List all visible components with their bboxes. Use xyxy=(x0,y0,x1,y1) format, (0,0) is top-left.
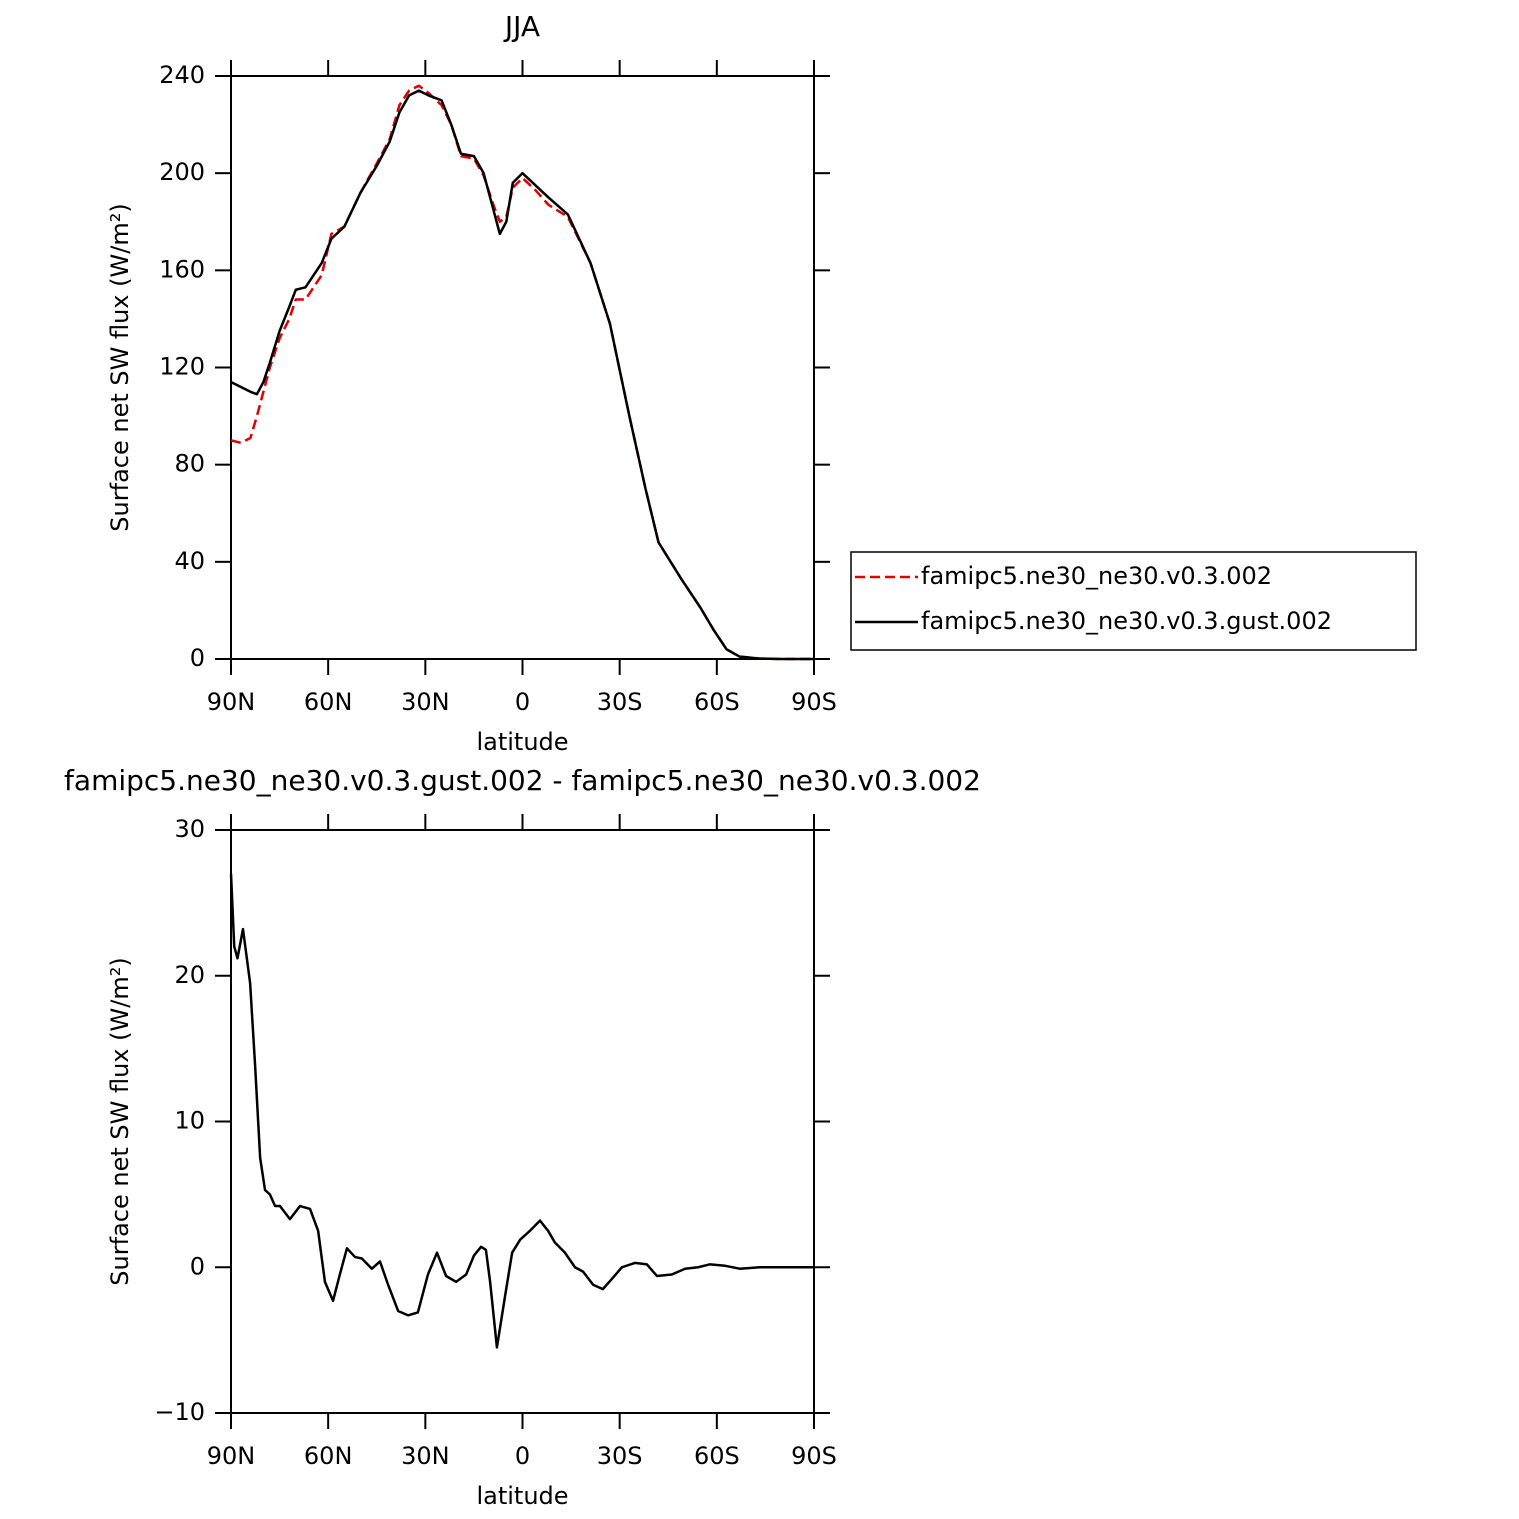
data-line xyxy=(229,873,814,1349)
x-tick-label: 90S xyxy=(791,688,837,716)
legend-label: famipc5.ne30_ne30.v0.3.002 xyxy=(921,562,1272,590)
y-tick-label: −10 xyxy=(154,1398,205,1426)
data-line xyxy=(230,84,814,661)
x-tick-label: 30N xyxy=(401,1442,450,1470)
chart-title: famipc5.ne30_ne30.v0.3.gust.002 - famipc… xyxy=(64,764,981,797)
plot-frame xyxy=(230,75,815,660)
x-tick-label: 60N xyxy=(304,688,353,716)
x-tick-label: 0 xyxy=(515,688,530,716)
y-tick-label: 0 xyxy=(190,644,205,672)
y-tick-label: 120 xyxy=(159,353,205,381)
x-tick-label: 90N xyxy=(207,1442,256,1470)
plot-frame xyxy=(230,829,815,1414)
legend-box xyxy=(850,551,1417,651)
y-tick-label: 200 xyxy=(159,158,205,186)
x-tick-label: 60S xyxy=(694,1442,740,1470)
y-axis-label: Surface net SW flux (W/m²) xyxy=(106,957,134,1285)
y-tick-label: 80 xyxy=(174,450,205,478)
x-tick-label: 30S xyxy=(597,688,643,716)
y-axis-label: Surface net SW flux (W/m²) xyxy=(106,203,134,531)
chart-title: JJA xyxy=(503,10,540,43)
y-tick-label: 160 xyxy=(159,255,205,283)
y-tick-label: 30 xyxy=(174,815,205,843)
y-tick-label: 240 xyxy=(159,61,205,89)
x-tick-label: 90N xyxy=(207,688,256,716)
y-tick-label: 0 xyxy=(190,1252,205,1280)
y-tick-label: 10 xyxy=(174,1107,205,1135)
x-axis-label: latitude xyxy=(476,1482,568,1510)
y-tick-label: 40 xyxy=(174,547,205,575)
x-tick-label: 30S xyxy=(597,1442,643,1470)
x-tick-label: 0 xyxy=(515,1442,530,1470)
x-tick-label: 60S xyxy=(694,688,740,716)
x-tick-label: 60N xyxy=(304,1442,353,1470)
y-tick-label: 20 xyxy=(174,961,205,989)
x-axis-label: latitude xyxy=(476,728,568,756)
legend-label: famipc5.ne30_ne30.v0.3.gust.002 xyxy=(921,607,1332,635)
data-line xyxy=(230,89,814,661)
x-tick-label: 90S xyxy=(791,1442,837,1470)
x-tick-label: 30N xyxy=(401,688,450,716)
